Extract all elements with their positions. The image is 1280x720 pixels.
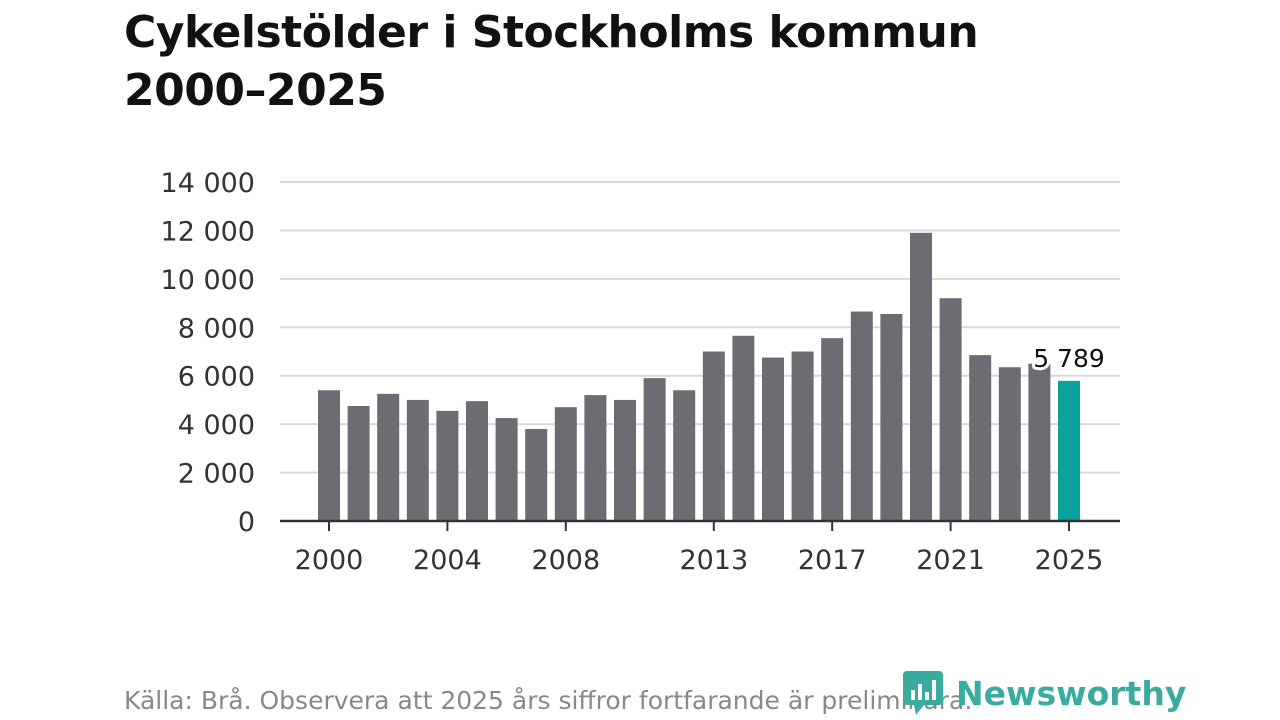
newsworthy-logo-icon <box>903 671 943 715</box>
x-tick-label: 2021 <box>916 545 985 576</box>
bar-2013 <box>702 351 725 521</box>
bar-2006 <box>495 418 518 521</box>
bar-2003 <box>406 399 429 521</box>
bar-2016 <box>791 351 814 521</box>
bar-2019 <box>880 313 903 521</box>
x-tick-label: 2013 <box>679 545 748 576</box>
y-tick-label: 6 000 <box>178 362 255 393</box>
y-tick-label: 0 <box>238 507 255 538</box>
y-tick-label: 4 000 <box>178 410 255 441</box>
bar-2018 <box>850 311 873 521</box>
bar-2004 <box>436 410 459 521</box>
bar-2009 <box>584 395 607 521</box>
x-tick-label: 2008 <box>531 545 600 576</box>
chart-title-line-1: Cykelstölder i Stockholms kommun <box>124 7 979 58</box>
bar-2015 <box>762 357 784 521</box>
bar-2024 <box>1028 363 1051 521</box>
gridlines <box>280 181 1120 474</box>
x-tick-label: 2025 <box>1035 545 1104 576</box>
bar-2002 <box>377 393 400 521</box>
chart-title-line-2: 2000–2025 <box>124 65 387 116</box>
bar-2022 <box>969 355 992 521</box>
chart-title: Cykelstölder i Stockholms kommun 2000–20… <box>124 4 1124 120</box>
bar-2010 <box>614 399 636 521</box>
bar-2012 <box>673 390 696 521</box>
x-tick-label: 2017 <box>798 545 867 576</box>
bar-2023 <box>998 367 1021 521</box>
bar-2017 <box>821 338 844 521</box>
newsworthy-logo: Newsworthy <box>902 668 1186 718</box>
bar-2025 <box>1058 380 1080 521</box>
bar-2005 <box>466 401 488 521</box>
newsworthy-logo-text: Newsworthy <box>956 673 1187 713</box>
bar-2020 <box>910 232 932 521</box>
source-note: Källa: Brå. Observera att 2025 års siffr… <box>124 686 973 715</box>
y-tick-label: 8 000 <box>178 313 255 344</box>
bar-2008 <box>554 407 577 521</box>
bar-2014 <box>732 335 755 521</box>
bar-2021 <box>939 298 962 521</box>
bar-2007 <box>525 428 548 521</box>
bar-2001 <box>347 405 370 521</box>
x-tick-label: 2004 <box>413 545 482 576</box>
x-axis-ticks: 2000 2004 2008 2013 2017 2021 2025 <box>295 521 1104 576</box>
y-tick-label: 12 000 <box>161 216 255 247</box>
bars <box>318 232 1080 521</box>
x-tick-label: 2000 <box>295 545 364 576</box>
bar-2000 <box>318 390 340 521</box>
value-label-2025: 5 789 <box>1033 344 1105 373</box>
y-tick-label: 10 000 <box>161 265 255 296</box>
bar-2011 <box>643 378 666 521</box>
y-axis-ticks: 0 2 000 4 000 6 000 8 000 10 000 12 000 14 000 <box>161 168 255 538</box>
annotations: 5 789 <box>1030 341 1108 376</box>
y-tick-label: 2 000 <box>178 459 255 490</box>
y-tick-label: 14 000 <box>161 168 255 199</box>
